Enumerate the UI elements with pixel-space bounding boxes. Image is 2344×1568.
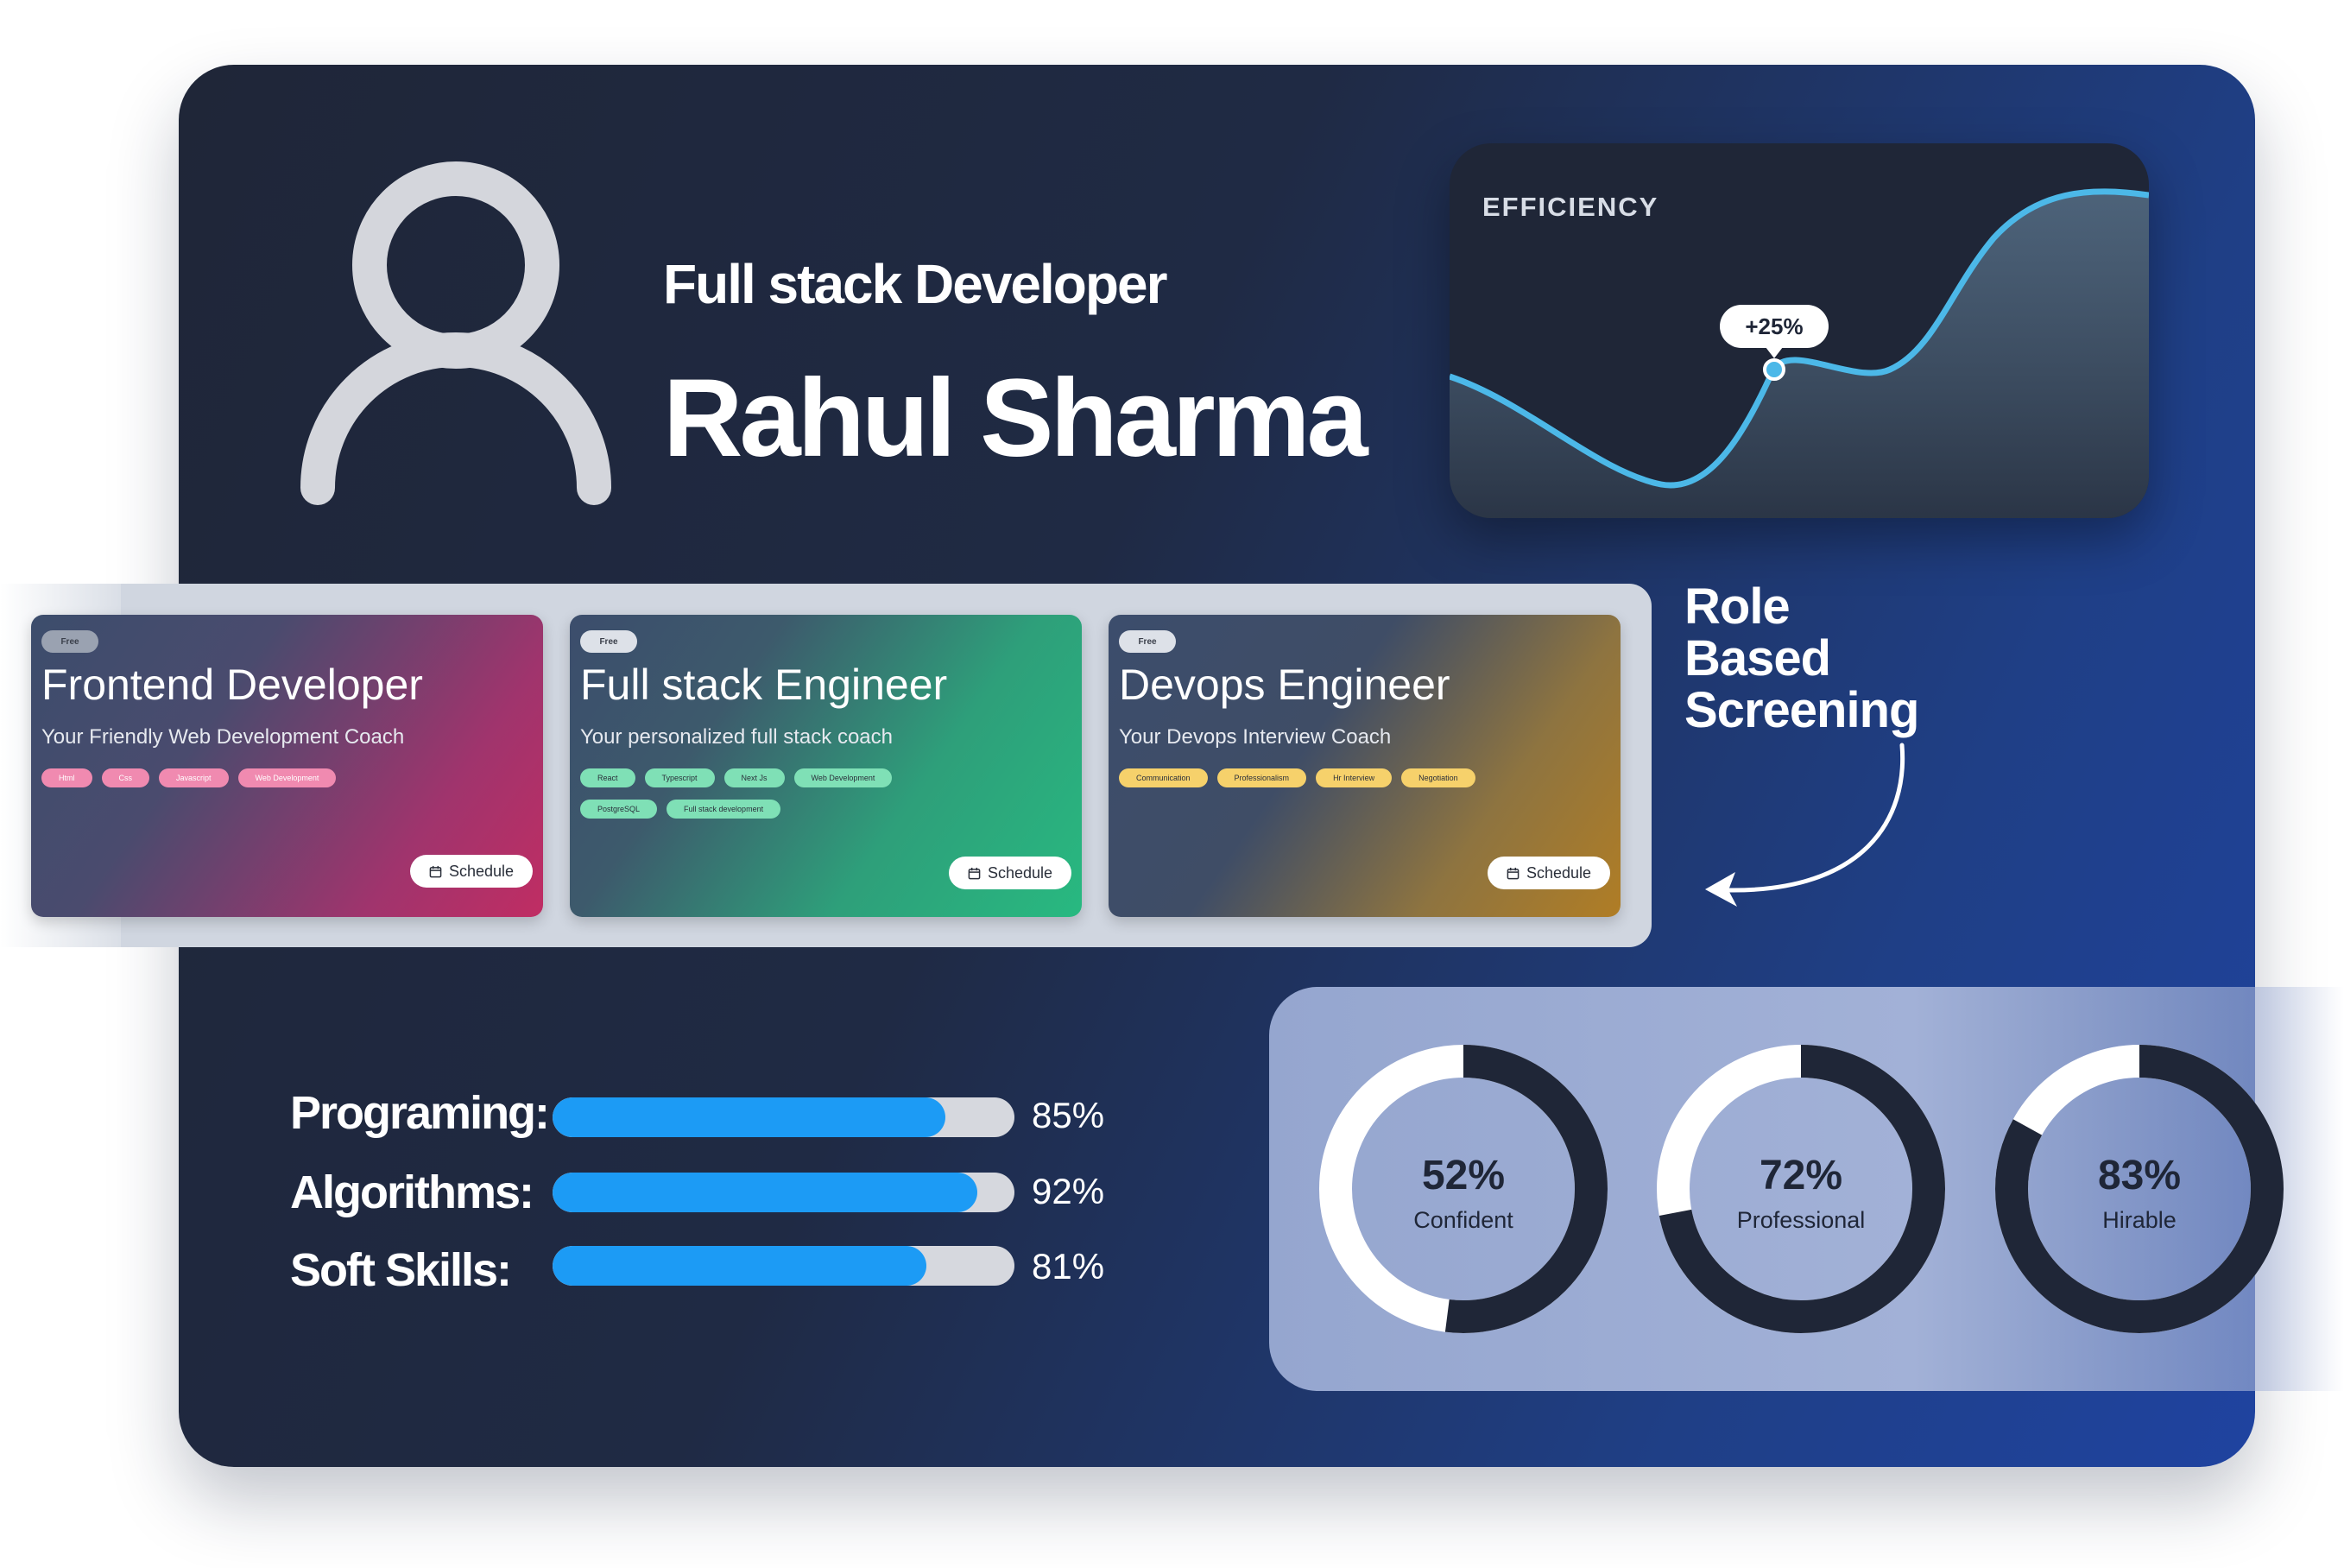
- skill-bar-fill: [553, 1246, 927, 1286]
- course-tags: Html Css Javascript Web Development: [41, 768, 404, 787]
- donut-hirable: [1995, 1045, 2284, 1333]
- course-subtitle: Your personalized full stack coach: [580, 725, 893, 749]
- tag: React: [580, 768, 635, 787]
- free-badge: Free: [580, 630, 637, 653]
- course-card-devops[interactable]: Free Devops Engineer Your Devops Intervi…: [1109, 615, 1621, 917]
- skill-bar-programing: [553, 1097, 1014, 1137]
- profile-role: Full stack Developer: [663, 253, 1167, 315]
- skill-bar-soft-skills: [553, 1246, 1014, 1286]
- calendar-icon: [968, 867, 981, 879]
- efficiency-point: [1763, 358, 1785, 381]
- course-tags: Communication Professionalism Hr Intervi…: [1119, 768, 1482, 787]
- tag: Web Development: [793, 768, 893, 787]
- curved-arrow-icon: [1705, 743, 1905, 907]
- course-card-frontend[interactable]: Free Frontend Developer Your Friendly We…: [31, 615, 543, 917]
- efficiency-area: [1450, 191, 2149, 518]
- skill-label-algorithms: Algorithms:: [290, 1167, 534, 1218]
- user-avatar-icon: [300, 161, 611, 505]
- calendar-icon: [1507, 867, 1519, 879]
- donut-value-hirable: 83%: [2097, 1153, 2182, 1198]
- efficiency-title: EFFICIENCY: [1482, 192, 1659, 222]
- efficiency-line: [1450, 188, 2149, 489]
- schedule-button[interactable]: Schedule: [948, 857, 1071, 889]
- efficiency-card: EFFICIENCY +25%: [1450, 143, 2149, 518]
- skill-bar-fill: [553, 1173, 978, 1212]
- heading-line: Based: [1684, 630, 1831, 686]
- schedule-label: Schedule: [987, 863, 1052, 882]
- donut-label-hirable: Hirable: [2102, 1207, 2177, 1233]
- skill-bar-algorithms: [553, 1173, 1014, 1212]
- tag: Negotiation: [1401, 768, 1475, 787]
- tag: PostgreSQL: [580, 800, 658, 819]
- tag: Next Js: [723, 768, 785, 787]
- tag: Web Development: [237, 768, 337, 787]
- tag: Full stack development: [667, 800, 781, 819]
- course-tags: React Typescript Next Js Web Development…: [580, 768, 943, 819]
- donut-confident: [1319, 1045, 1608, 1333]
- tag: Typescript: [644, 768, 715, 787]
- profile-name: Rahul Sharma: [663, 357, 1368, 480]
- course-card-fullstack[interactable]: Free Full stack Engineer Your personaliz…: [570, 615, 1082, 917]
- schedule-button[interactable]: Schedule: [1487, 857, 1610, 889]
- course-title: Frontend Developer: [41, 661, 423, 709]
- efficiency-chart: [1450, 188, 2149, 518]
- skill-percent-programing: 85%: [1032, 1095, 1105, 1135]
- tag: Hr Interview: [1316, 768, 1393, 787]
- skill-percent-soft-skills: 81%: [1032, 1246, 1105, 1287]
- skill-label-programing: Programing:: [290, 1087, 550, 1139]
- donut-label-confident: Confident: [1413, 1207, 1513, 1233]
- donut-professional: [1657, 1045, 1945, 1333]
- schedule-label: Schedule: [448, 862, 514, 880]
- course-subtitle: Your Friendly Web Development Coach: [41, 725, 405, 749]
- tag: Professionalism: [1216, 768, 1307, 787]
- schedule-label: Schedule: [1526, 863, 1591, 882]
- schedule-button[interactable]: Schedule: [409, 855, 533, 888]
- role-based-screening-heading: Role Based Screening: [1684, 579, 1919, 738]
- tag: Javascript: [159, 768, 229, 787]
- donut-value-confident: 52%: [1421, 1153, 1506, 1198]
- donut-value-professional: 72%: [1759, 1153, 1843, 1198]
- heading-line: Role: [1684, 579, 1791, 635]
- free-badge: Free: [1119, 630, 1176, 653]
- calendar-icon: [429, 865, 442, 877]
- heading-line: Screening: [1684, 682, 1919, 738]
- course-subtitle: Your Devops Interview Coach: [1119, 725, 1392, 749]
- course-title: Devops Engineer: [1119, 661, 1450, 709]
- efficiency-badge: +25%: [1720, 305, 1829, 358]
- free-badge: Free: [41, 630, 98, 653]
- tag: Css: [101, 768, 149, 787]
- tag: Html: [41, 768, 92, 787]
- tag: Communication: [1119, 768, 1208, 787]
- skill-label-soft-skills: Soft Skills:: [290, 1244, 512, 1296]
- skill-bar-fill: [553, 1097, 945, 1137]
- donut-label-professional: Professional: [1736, 1207, 1866, 1233]
- skill-percent-algorithms: 92%: [1032, 1171, 1105, 1211]
- course-title: Full stack Engineer: [580, 661, 948, 709]
